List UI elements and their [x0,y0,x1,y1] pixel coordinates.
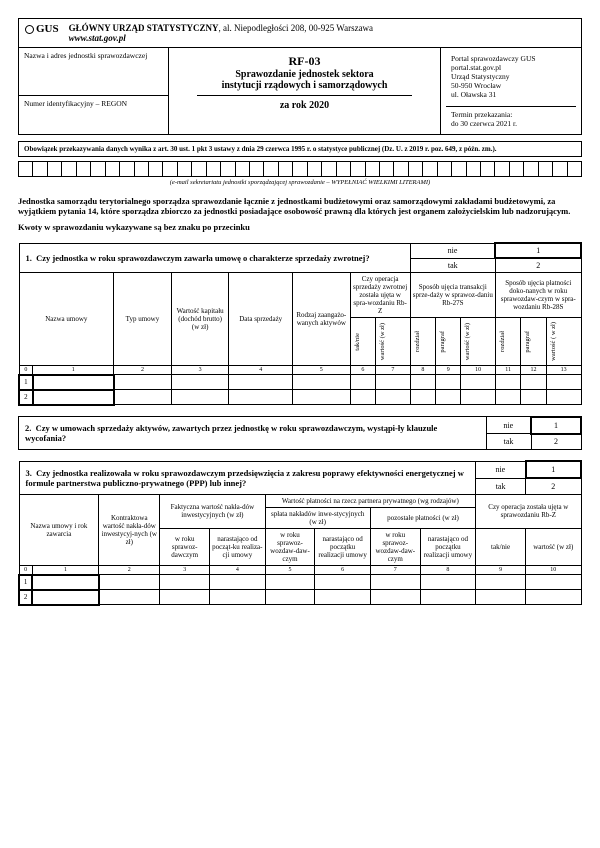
q1-val-1[interactable]: 1 [495,243,581,258]
q1-sub-wart1: wartość (w zł) [378,321,387,362]
question-1: 1. Czy jednostka w roku sprawozdawczym z… [18,242,582,406]
intro-text: Jednostka samorządu terytorialnego sporz… [18,196,582,232]
q3-col-fakt: Faktyczna wartość nakła-dów inwestycyjny… [160,494,265,528]
gus-logo: GUS [25,23,59,35]
q1-col-nazwa: Nazwa umowy [19,273,114,366]
logo-text: GUS [36,23,59,35]
legal-notice: Obowiązek przekazywania danych wynika z … [18,141,582,157]
form-header: GUS GŁÓWNY URZĄD STATYSTYCZNY, al. Niepo… [18,18,582,135]
header-left-col: Nazwa i adres jednostki sprawozdawczej N… [19,48,169,134]
deadline-info: Termin przekazania: do 30 czerwca 2021 r… [446,107,576,131]
q3-data-row-1[interactable]: 1 [19,575,581,590]
q1-sub-wart3: wartość ( w zł) [549,320,558,363]
q3-sub-narast1: narastająco od począt-ku realiza-cji umo… [210,528,265,565]
q3-col-rbz: Czy operacja została ujęta w sprawozdani… [476,494,581,528]
q3-col-splata: spłata nakładów inwe-stycyjnych (w zł) [265,507,370,528]
unit-name-cell: Nazwa i adres jednostki sprawozdawczej [19,48,168,96]
q1-col-27s: Sposób ujęcia transakcji sprze-daży w sp… [410,273,495,318]
form-year: za rok 2020 [177,100,432,111]
q3-col-pozost: pozostałe płatności (w zł) [370,507,475,528]
q3-val-1[interactable]: 1 [526,461,581,478]
q1-col-data: Data sprzedaży [229,273,292,366]
q1-tak: tak [410,258,495,273]
q1-val-2[interactable]: 2 [495,258,581,273]
q1-data-row-1[interactable]: 1 [19,375,581,390]
q1-col-rodzaj: Rodzaj zaangażo-wanych aktywów [292,273,350,366]
q3-sub-taknie: tak/nie [476,528,526,565]
q1-col-wartosc: Wartość kapitału (dochód brutto) (w zł) [171,273,229,366]
q3-sub-wroku1: w roku sprawoz-dawczym [160,528,210,565]
q3-col-wartpl: Wartość płatności na rzecz partnera pryw… [265,494,476,507]
q2-nie: nie [486,417,531,434]
q1-sub-roz1: rozdział [413,329,422,354]
q1-sub-wart2: wartość (w zł) [463,321,472,362]
header-top: GUS GŁÓWNY URZĄD STATYSTYCZNY, al. Niepo… [19,19,581,48]
regon-cell: Numer identyfikacyjny – REGON [19,96,168,126]
form-title-2: instytucji rządowych i samorządowych [177,80,432,91]
q1-sub-par1: paragraf [438,329,447,355]
q3-col-nazwa: Nazwa umowy i rok zawarcia [19,494,99,565]
portal-info: Portal sprawozdawczy GUS portal.stat.gov… [446,51,576,107]
question-3: 3. Czy jednostka realizowała w roku spra… [18,460,582,606]
q1-sub-par2: paragraf [523,329,532,355]
q3-sub-wroku2: w roku sprawoz-wozdaw-daw-czym [265,528,315,565]
q1-data-row-2[interactable]: 2 [19,390,581,405]
agency-title: GŁÓWNY URZĄD STATYSTYCZNY, al. Niepodleg… [69,23,373,43]
q1-num-row: 0 1 2 3 4 5 6 7 8 9 10 11 12 13 [19,365,581,375]
q1-col-czyop: Czy operacja sprzedaży zwrotnej została … [350,273,410,318]
logo-circle-icon [25,25,34,34]
q2-text: 2. Czy w umowach sprzedaży aktywów, zawa… [19,417,487,450]
form-code: RF-03 [177,54,432,69]
q3-col-kontrakt: Kontraktowa wartość nakła-dów inwestycyj… [99,494,160,565]
q3-nie: nie [476,461,526,478]
form-title-1: Sprawozdanie jednostek sektora [177,69,432,80]
q2-val-2[interactable]: 2 [531,434,581,450]
q3-sub-narast3: narastająco od początku realizacji umowy [420,528,475,565]
q3-sub-wroku3: w roku sprawoz-wozdaw-daw-czym [370,528,420,565]
q1-sub-roz2: rozdział [498,329,507,354]
q1-text: 1. Czy jednostka w roku sprawozdawczym z… [19,243,410,273]
q1-col-28s: Sposób ujęcia płatności doko-nanych w ro… [495,273,581,318]
q2-val-1[interactable]: 1 [531,417,581,434]
q3-data-row-2[interactable]: 2 [19,590,581,605]
q3-text: 3. Czy jednostka realizowała w roku spra… [19,461,476,494]
email-boxes[interactable] [18,161,582,177]
q1-nie: nie [410,243,495,258]
question-2: 2. Czy w umowach sprzedaży aktywów, zawa… [18,416,582,451]
email-note: (e-mail sekretariatu jednostki sporządza… [18,179,582,186]
q3-num-row: 0 1 2 3 4 5 6 7 8 9 10 [19,565,581,575]
q3-sub-narast2: narastająco od początku realizacji umowy [315,528,370,565]
q3-tak: tak [476,478,526,494]
q1-col-typ: Typ umowy [114,273,172,366]
header-grid: Nazwa i adres jednostki sprawozdawczej N… [19,48,581,134]
q3-val-2[interactable]: 2 [526,478,581,494]
mid-divider [197,95,412,96]
q2-tak: tak [486,434,531,450]
header-right-col: Portal sprawozdawczy GUS portal.stat.gov… [441,48,581,134]
header-mid-col: RF-03 Sprawozdanie jednostek sektora ins… [169,48,441,134]
q3-sub-wartzl: wartość (w zł) [526,528,581,565]
q1-sub-taknie: tak/nie [353,331,362,353]
